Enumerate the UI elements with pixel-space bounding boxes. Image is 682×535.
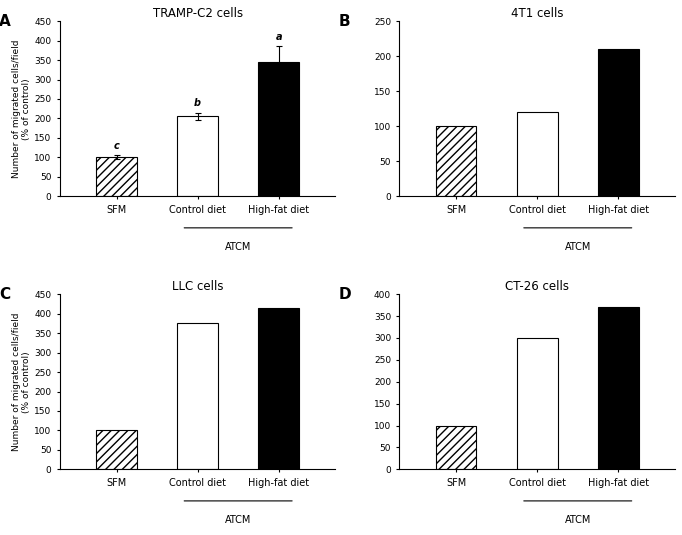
Text: ATCM: ATCM — [225, 515, 252, 525]
Bar — [258, 62, 299, 196]
Text: a: a — [276, 32, 282, 42]
Bar — [598, 307, 638, 469]
Text: ATCM: ATCM — [565, 515, 591, 525]
Bar — [96, 157, 137, 196]
Title: LLC cells: LLC cells — [172, 280, 224, 293]
Text: b: b — [194, 98, 201, 108]
Bar — [177, 323, 218, 469]
Text: B: B — [339, 14, 351, 29]
Bar — [436, 126, 477, 196]
Text: c: c — [114, 141, 119, 151]
Text: A: A — [0, 14, 11, 29]
Text: ATCM: ATCM — [225, 242, 252, 252]
Bar — [436, 425, 477, 469]
Bar — [177, 117, 218, 196]
Bar — [258, 308, 299, 469]
Bar — [96, 431, 137, 469]
Y-axis label: Number of migrated cells/field
(% of control): Number of migrated cells/field (% of con… — [12, 312, 31, 451]
Text: ATCM: ATCM — [565, 242, 591, 252]
Title: TRAMP-C2 cells: TRAMP-C2 cells — [153, 7, 243, 20]
Text: D: D — [339, 287, 351, 302]
Text: C: C — [0, 287, 10, 302]
Bar — [517, 112, 557, 196]
Title: CT-26 cells: CT-26 cells — [505, 280, 569, 293]
Y-axis label: Number of migrated cells/field
(% of control): Number of migrated cells/field (% of con… — [12, 40, 31, 178]
Bar — [517, 338, 557, 469]
Title: 4T1 cells: 4T1 cells — [511, 7, 563, 20]
Bar — [598, 49, 638, 196]
